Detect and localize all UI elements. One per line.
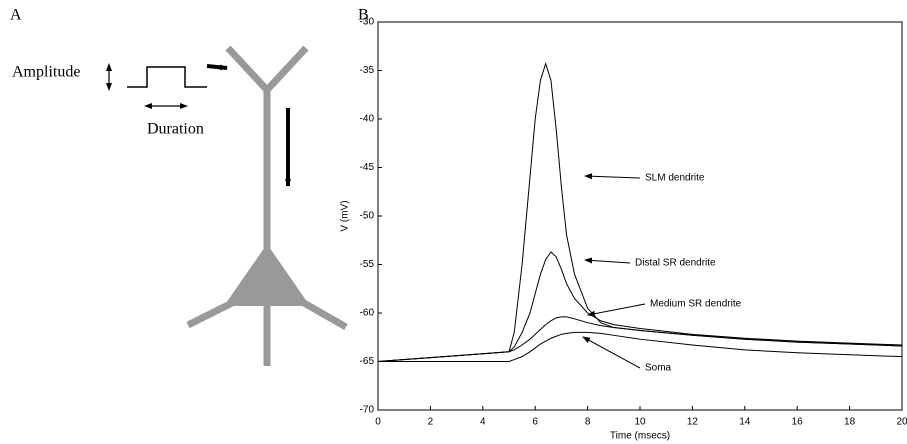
y-tick-label: -60 xyxy=(360,308,375,319)
y-tick-label: -70 xyxy=(360,405,375,416)
y-axis-label: V (mV) xyxy=(340,200,351,231)
y-tick-label: -35 xyxy=(360,65,375,76)
y-tick-label: -65 xyxy=(360,356,375,367)
input-arrow xyxy=(206,64,228,71)
chart: Time (msecs) V (mV) -70 -65 -60 -55 -50 -45 -4… xyxy=(340,17,907,442)
panel-label: A xyxy=(10,7,22,24)
x-tick-label: 0 xyxy=(375,417,381,428)
series-label: Medium SR dendrite xyxy=(650,299,742,310)
series-label: Soma xyxy=(645,363,672,374)
soma xyxy=(224,244,310,306)
x-tick-label: 12 xyxy=(687,417,699,428)
series-label: SLM dendrite xyxy=(645,173,705,184)
series-line xyxy=(378,331,903,362)
series-line xyxy=(377,316,903,362)
duration-label: Duration xyxy=(147,121,204,138)
x-tick-label: 16 xyxy=(792,417,804,428)
y-tick-label: -40 xyxy=(360,114,375,125)
x-tick-label: 4 xyxy=(480,417,486,428)
x-tick-label: 20 xyxy=(896,417,907,428)
x-tick-label: 6 xyxy=(532,417,538,428)
y-tick-label: -45 xyxy=(360,162,375,173)
series-line xyxy=(377,251,903,362)
x-axis-label: Time (msecs) xyxy=(610,431,670,442)
x-tick-label: 2 xyxy=(428,417,434,428)
annotation-arrow xyxy=(584,257,631,264)
pulse xyxy=(127,66,207,88)
y-tick-label: -55 xyxy=(360,259,375,270)
x-tick-label: 10 xyxy=(634,417,646,428)
annotation-arrow xyxy=(587,303,646,317)
annotation-arrow xyxy=(584,173,641,180)
neuron-diagram: Amplitude Duration xyxy=(12,45,348,366)
neuron xyxy=(186,45,348,366)
y-tick-label: -50 xyxy=(360,211,375,222)
series-line xyxy=(377,62,903,362)
plot-frame xyxy=(377,21,903,411)
y-tick-label: -30 xyxy=(360,17,375,28)
x-tick-label: 8 xyxy=(585,417,591,428)
series-label: Distal SR dendrite xyxy=(635,258,716,269)
annotation-arrow xyxy=(582,336,641,369)
panel-label: B xyxy=(358,7,369,24)
x-tick-label: 18 xyxy=(844,417,856,428)
x-tick-label: 14 xyxy=(739,417,751,428)
amplitude-label: Amplitude xyxy=(12,64,80,81)
